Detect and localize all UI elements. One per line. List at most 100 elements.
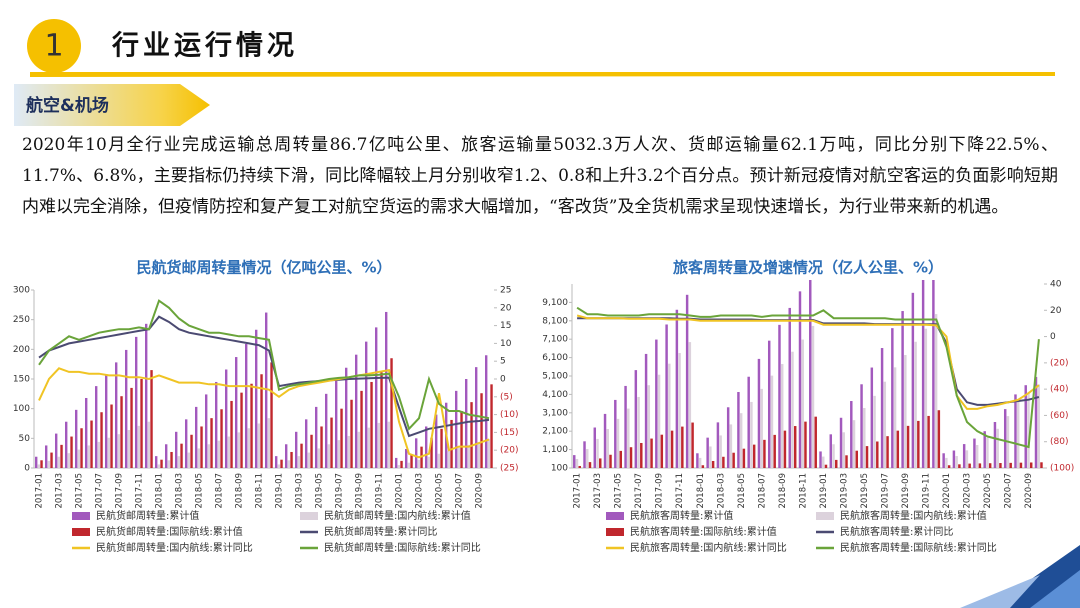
x-tick-label: 2019-07: [880, 473, 890, 509]
y2-tick-label: (10): [500, 410, 518, 420]
y-tick-label: 2,100: [542, 427, 568, 437]
bar: [850, 401, 853, 468]
bar: [1027, 392, 1030, 468]
x-tick-label: 2018-05: [195, 473, 205, 509]
y2-tick-label: (40): [1050, 385, 1068, 395]
number-badge: [27, 19, 81, 73]
x-tick-label: 2017-09: [655, 473, 665, 509]
bar: [305, 419, 308, 468]
bar: [791, 351, 794, 468]
bar: [407, 462, 411, 468]
x-tick-label: 2018-01: [696, 473, 706, 509]
x-tick-label: 2020-01: [942, 473, 952, 509]
bar: [160, 459, 163, 468]
bar: [260, 374, 263, 468]
x-tick-label: 2020-03: [963, 473, 973, 509]
bar: [973, 438, 976, 468]
bar: [475, 367, 478, 468]
x-tick-label: 2017-01: [35, 473, 45, 509]
bar: [996, 428, 999, 468]
x-tick-label: 2020-05: [983, 473, 993, 509]
bar: [917, 420, 920, 468]
x-tick-label: 2019-11: [375, 473, 385, 509]
bar: [855, 450, 859, 468]
section-banner: [14, 84, 210, 126]
bar: [886, 436, 889, 468]
x-tick-label: 2019-11: [922, 473, 932, 509]
bar: [95, 386, 98, 468]
bar: [644, 353, 648, 468]
bar: [726, 407, 730, 468]
x-tick-label: 2020-07: [455, 473, 465, 509]
bar: [67, 453, 71, 468]
bar: [460, 411, 463, 468]
bar: [835, 459, 838, 468]
bar: [267, 418, 271, 468]
bar: [983, 431, 986, 468]
header-rule: [30, 72, 1055, 77]
bar: [440, 428, 443, 468]
bar: [60, 444, 63, 468]
bar: [911, 292, 915, 468]
bar: [490, 384, 493, 468]
bar: [65, 421, 68, 468]
bar: [619, 450, 623, 468]
bar: [215, 381, 218, 468]
x-tick-label: 2020-09: [475, 473, 485, 509]
bar: [150, 370, 153, 468]
bar: [637, 396, 640, 468]
x-tick-label: 2020-07: [1004, 473, 1014, 509]
bar: [783, 430, 787, 468]
bar: [470, 402, 473, 468]
bar: [377, 422, 381, 468]
bar: [155, 456, 158, 468]
legend-swatch: [606, 528, 624, 536]
bar: [780, 364, 784, 468]
bar: [125, 349, 128, 468]
bar: [320, 426, 323, 468]
bar: [975, 445, 979, 468]
y-tick-label: 250: [13, 315, 30, 325]
bar: [824, 464, 828, 468]
x-tick-label: 2018-09: [778, 473, 788, 509]
bar: [197, 448, 201, 468]
bar: [70, 436, 73, 468]
bar: [347, 435, 351, 468]
bar: [1024, 385, 1027, 468]
bar: [978, 463, 982, 468]
line-series: [38, 299, 490, 431]
bar: [97, 441, 101, 468]
bar: [185, 419, 188, 468]
bar: [627, 408, 630, 468]
bar: [107, 437, 111, 468]
bar: [1003, 409, 1007, 468]
chart-title: 民航货邮周转量情况（亿吨公里、%）: [136, 259, 391, 277]
bar: [105, 374, 108, 468]
bar: [958, 464, 961, 468]
y-tick-label: 3,100: [542, 408, 568, 418]
legend-swatch: [72, 528, 90, 536]
bar: [968, 463, 971, 468]
bar: [1029, 462, 1033, 468]
bar: [860, 384, 863, 468]
bar: [811, 325, 815, 468]
chart-title: 旅客周转量及增速情况（亿人公里、%）: [673, 259, 943, 277]
bar: [999, 463, 1002, 468]
x-tick-label: 2019-01: [275, 473, 285, 509]
bar: [691, 422, 694, 468]
bar: [477, 441, 481, 468]
y-tick-label: 50: [19, 434, 31, 444]
bar: [593, 427, 597, 468]
bar: [737, 392, 740, 468]
bar: [1037, 384, 1040, 468]
bar: [367, 427, 371, 468]
bar: [380, 372, 383, 468]
x-tick-label: 2018-11: [798, 473, 808, 509]
bar: [140, 379, 143, 468]
bar: [75, 409, 78, 468]
x-tick-label: 2017-01: [573, 473, 583, 509]
bar: [1014, 394, 1017, 468]
bar: [387, 421, 391, 468]
line-series: [38, 315, 490, 438]
